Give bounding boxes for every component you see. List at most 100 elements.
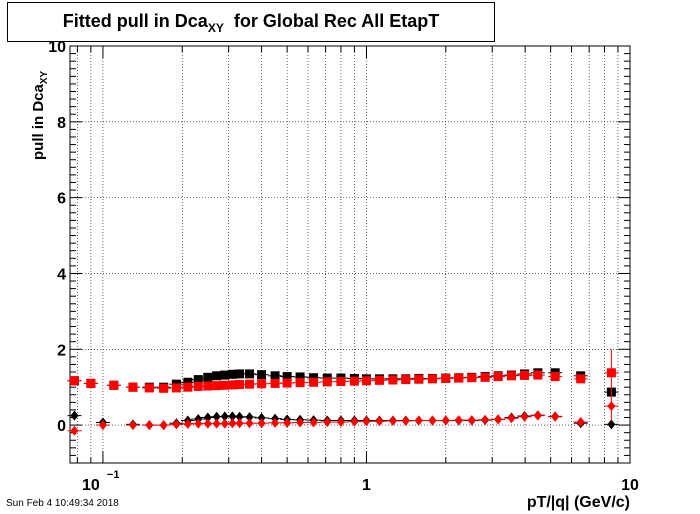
data-point-square (550, 372, 560, 382)
data-point-diamond (98, 420, 107, 431)
data-point-square (506, 371, 516, 381)
data-point-diamond (520, 411, 529, 422)
data-point-diamond (481, 414, 490, 425)
data-point-diamond (228, 411, 237, 422)
data-point-square (480, 372, 490, 382)
grid-lines (70, 46, 630, 463)
data-point-square (427, 374, 437, 384)
data-point-square (606, 368, 616, 378)
data-point-square (441, 373, 451, 383)
data-point-diamond (220, 411, 229, 422)
data-point-square (193, 381, 203, 391)
data-point-square (533, 370, 543, 380)
data-point-diamond (350, 416, 359, 427)
data-point-square (220, 370, 230, 380)
data-point-diamond (228, 418, 237, 429)
data-point-diamond (183, 418, 192, 429)
data-point-square (245, 379, 255, 389)
data-point-square (212, 371, 222, 381)
data-point-diamond (235, 418, 244, 429)
data-point-diamond (362, 416, 371, 427)
data-point-square (309, 377, 319, 387)
plot-frame (69, 45, 631, 464)
data-point-diamond (203, 418, 212, 429)
y-axis-label-subscript: XY (39, 70, 50, 85)
x-axis-label: pT/|q| (GeV/c) (526, 494, 630, 511)
data-point-square (183, 377, 193, 387)
data-point-diamond (257, 418, 266, 429)
data-point-square (467, 373, 477, 383)
data-point-square (235, 380, 245, 390)
plot-border (69, 45, 631, 464)
data-point-square (183, 382, 193, 392)
timestamp-footer: Sun Feb 4 10:49:34 2018 (6, 498, 119, 509)
data-series (67, 349, 619, 436)
data-point-square (159, 383, 169, 393)
data-point-square (322, 377, 332, 387)
y-tick-label: 2 (57, 342, 66, 359)
data-point-diamond (212, 411, 221, 422)
data-point-square (309, 373, 319, 383)
data-point-square (576, 374, 586, 384)
y-axis-label: pull in DcaXY (30, 71, 50, 160)
data-point-diamond (375, 416, 384, 427)
data-point-diamond (607, 401, 616, 412)
data-point-diamond (607, 419, 616, 430)
data-point-square (193, 375, 203, 385)
data-point-diamond (257, 412, 266, 423)
x-tick-label: 10 (621, 477, 639, 494)
data-point-square (374, 375, 384, 385)
data-point-square (414, 374, 424, 384)
data-point-diamond (159, 420, 168, 431)
data-point-diamond (296, 417, 305, 428)
data-point-square (454, 373, 464, 383)
chart-title-rest: for Global Rec All EtapT (233, 11, 440, 31)
data-point-square (171, 383, 181, 393)
data-point-diamond (283, 417, 292, 428)
data-point-square (520, 370, 530, 380)
data-point-diamond (336, 417, 345, 428)
data-point-square (295, 372, 305, 382)
data-point-diamond (271, 417, 280, 428)
y-tick-label: 6 (57, 191, 66, 208)
data-point-square (227, 369, 237, 379)
data-point-diamond (203, 412, 212, 423)
data-point-square (493, 372, 503, 382)
axis-ticks (70, 45, 631, 464)
data-point-diamond (194, 418, 203, 429)
tick-labels: 0 2 4 6 8 10 10 −1 1 10 (48, 39, 639, 494)
data-point-diamond (235, 411, 244, 422)
data-point-square (282, 372, 292, 382)
data-point-diamond (551, 411, 560, 422)
data-point-square (257, 370, 267, 380)
data-point-diamond (467, 415, 476, 426)
data-point-square (295, 378, 305, 388)
data-point-square (220, 380, 230, 390)
data-point-diamond (145, 420, 154, 431)
data-point-square (144, 383, 154, 393)
data-point-diamond (401, 415, 410, 426)
data-point-diamond (172, 419, 181, 430)
data-point-diamond (414, 415, 423, 426)
data-point-diamond (128, 420, 137, 431)
data-point-square (128, 382, 138, 392)
data-point-diamond (441, 415, 450, 426)
data-point-square (361, 376, 371, 386)
data-point-diamond (70, 425, 79, 436)
data-point-square (109, 380, 119, 390)
data-point-square (401, 375, 411, 385)
y-axis-label-main: pull in Dca (30, 84, 47, 160)
data-point-square (270, 371, 280, 381)
data-point-square (203, 372, 213, 382)
data-point-diamond (220, 418, 229, 429)
data-point-square (245, 369, 255, 379)
y-tick-label: 0 (57, 418, 66, 435)
chart-title-box: Fitted pull in DcaXY for Global Rec All … (7, 2, 495, 42)
data-point-diamond (428, 415, 437, 426)
data-point-diamond (388, 415, 397, 426)
data-point-square (235, 369, 245, 379)
data-point-diamond (454, 415, 463, 426)
x-tick-label: 10 (82, 477, 100, 494)
data-point-square (212, 381, 222, 391)
